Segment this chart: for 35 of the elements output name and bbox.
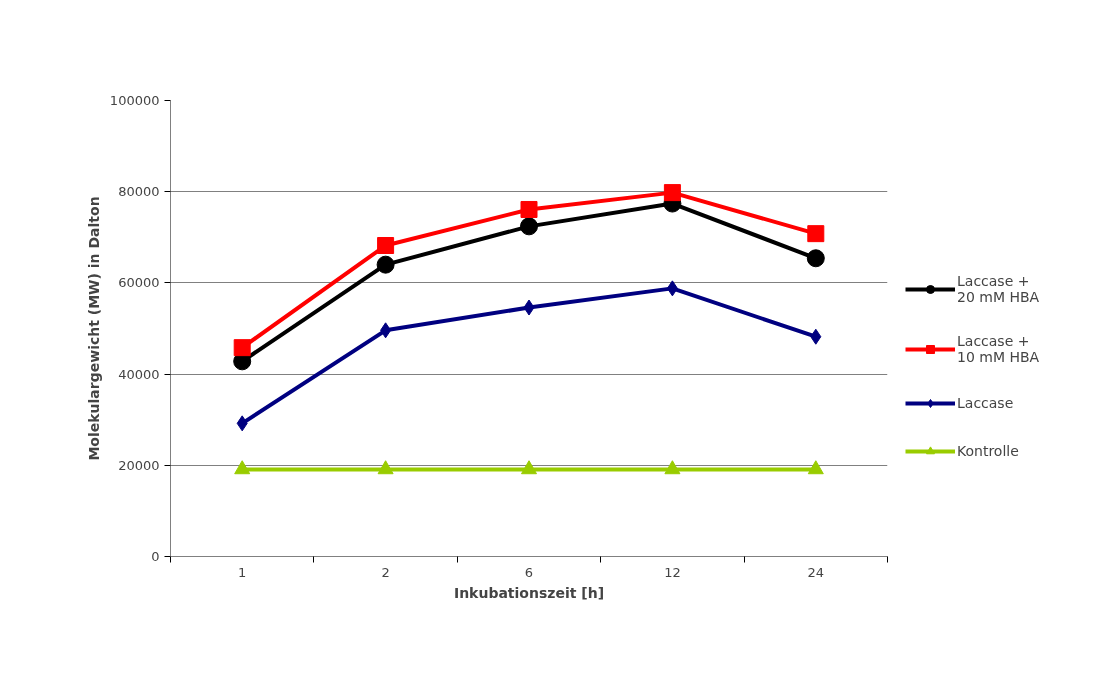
point	[377, 460, 394, 475]
point	[380, 322, 392, 339]
point	[520, 200, 538, 218]
x-tick-label: 1	[238, 564, 247, 580]
x-axis-title: Inkubationszeit [h]	[453, 584, 605, 601]
point	[233, 339, 251, 357]
point	[666, 280, 678, 297]
legend-label: Laccase	[957, 395, 1014, 411]
point	[236, 415, 248, 432]
y-tick-label: 20000	[118, 457, 160, 473]
point	[377, 237, 395, 255]
legend-label: Kontrolle	[957, 443, 1019, 459]
y-tick-label: 60000	[118, 275, 160, 291]
y-tick-label: 100000	[109, 93, 160, 108]
x-tick-label: 2	[381, 564, 390, 580]
point	[807, 225, 825, 243]
point	[810, 328, 822, 345]
x-tick-label: 24	[807, 564, 825, 580]
legend-label: Laccase + 10 mM HBA	[957, 333, 1040, 365]
point	[520, 217, 538, 236]
y-tick-label: 0	[151, 549, 160, 564]
legend-label: Laccase + 20 mM HBA	[957, 273, 1040, 305]
point	[663, 184, 681, 202]
point	[523, 299, 535, 316]
x-tick-label: 12	[664, 564, 681, 580]
point	[376, 255, 395, 274]
y-tick-label: 80000	[118, 184, 160, 200]
point	[807, 460, 824, 475]
y-axis-title: Molekulargewicht (MW) in Dalton	[85, 196, 102, 461]
y-tick-label: 40000	[118, 366, 160, 382]
point	[806, 249, 825, 268]
point	[234, 460, 251, 475]
point	[521, 460, 537, 475]
point	[664, 460, 681, 475]
x-tick-label: 6	[524, 564, 534, 580]
